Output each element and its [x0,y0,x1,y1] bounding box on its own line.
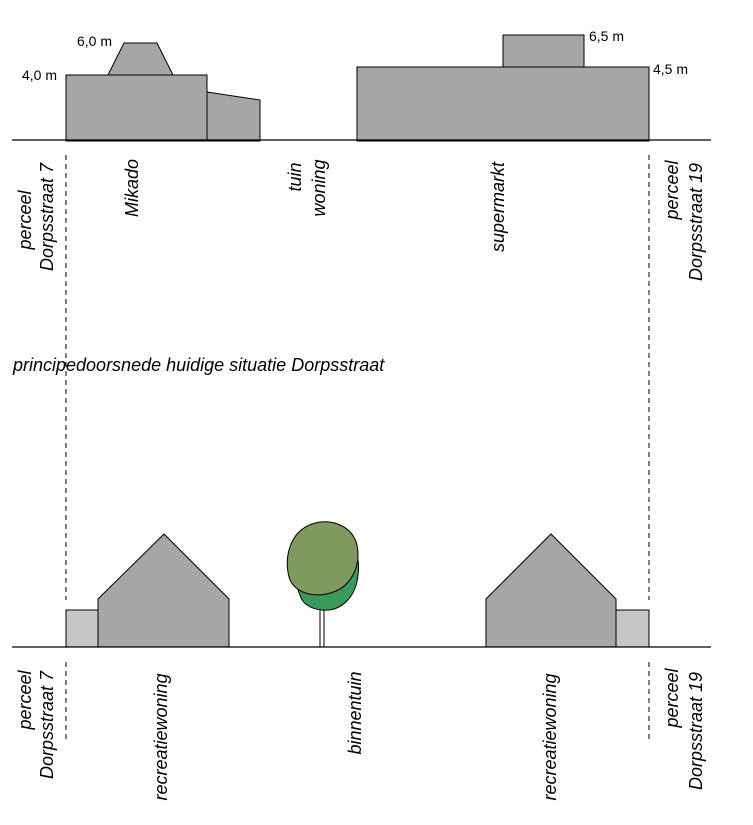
label-recreatiewoning-right: recreatiewoning [540,673,560,800]
recreatiewoning-right-building [485,533,617,648]
label-recreatiewoning-left: recreatiewoning [151,673,171,800]
mikado-building [65,74,208,142]
label-perceel-left-top: perceel [15,189,35,250]
tree-crown-front [286,521,359,596]
label-dorpsstraat7-top: Dorpsstraat 7 [37,162,57,271]
supermarkt-building [356,66,650,142]
label-dorpsstraat7-bottom: Dorpsstraat 7 [37,670,57,779]
bottom-section: perceel Dorpsstraat 7 recreatiewoning bi… [12,521,711,801]
height-label-mikado-high: 6,0 m [77,33,112,49]
label-perceel-right-bottom: perceel [662,667,682,728]
label-tuin: tuin [285,162,305,191]
height-label-supermarkt-low: 4,5 m [653,61,688,77]
annex-right [615,609,650,648]
height-label-supermarkt-high: 6,5 m [589,28,624,44]
supermarkt-roof-volume [502,34,585,68]
label-dorpsstraat19-bottom: Dorpsstraat 19 [686,672,706,790]
label-perceel-right-top: perceel [662,159,682,220]
recreatiewoning-left-building [97,533,230,648]
label-mikado: Mikado [122,159,142,217]
mikado-roof-volume [107,42,174,76]
top-section: 6,0 m 4,0 m 6,5 m 4,5 m perceel Dorpsstr… [12,28,711,600]
label-supermarkt: supermarkt [488,161,508,252]
annex-left [65,609,100,648]
tree-icon [286,521,360,647]
label-binnentuin: binnentuin [345,671,365,754]
height-label-mikado-low: 4,0 m [22,67,57,83]
mikado-annex [206,91,261,142]
label-perceel-left-bottom: perceel [15,669,35,730]
diagram-title: principedoorsnede huidige situatie Dorps… [12,355,385,375]
label-dorpsstraat19-top: Dorpsstraat 19 [686,163,706,281]
label-woning: woning [309,159,329,216]
